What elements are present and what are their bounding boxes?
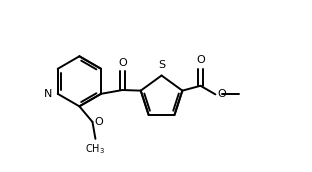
Text: S: S bbox=[158, 60, 166, 70]
Text: CH$_3$: CH$_3$ bbox=[85, 143, 105, 156]
Text: O: O bbox=[217, 89, 226, 99]
Text: O: O bbox=[118, 57, 127, 67]
Text: N: N bbox=[44, 89, 52, 99]
Text: O: O bbox=[94, 117, 103, 127]
Text: O: O bbox=[196, 55, 205, 65]
